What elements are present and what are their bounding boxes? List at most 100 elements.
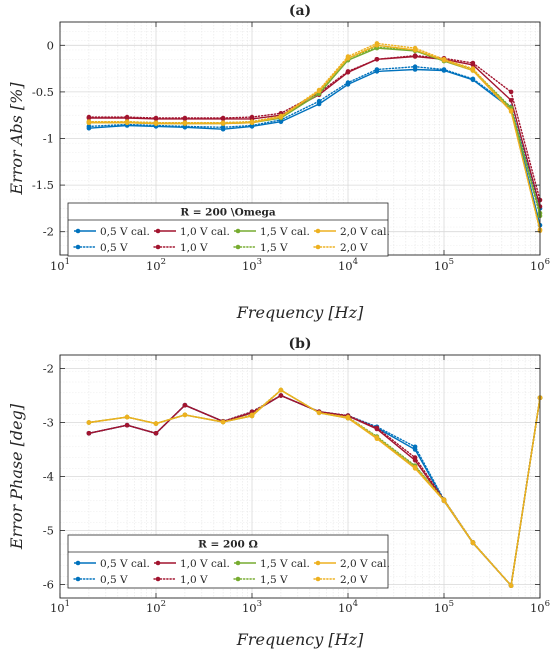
data-point (220, 419, 226, 425)
legend-swatch-marker (235, 576, 241, 582)
data-point (182, 412, 188, 418)
legend-item: 1,5 V cal. (234, 558, 310, 570)
legend-label: 0,5 V (100, 574, 128, 586)
y-tick-label: -0.5 (32, 85, 54, 99)
data-point (153, 421, 159, 426)
data-point (316, 410, 322, 416)
legend-item: 1,0 V (153, 574, 208, 586)
series-line (88, 54, 541, 201)
data-point (412, 45, 418, 51)
legend-label: 1,0 V (180, 242, 208, 254)
y-tick-label: -1.5 (32, 178, 54, 192)
legend-item: 2,0 V (313, 574, 368, 586)
data-point (86, 124, 92, 129)
legend-swatch-marker (315, 576, 321, 582)
legend-swatch-marker (315, 244, 321, 250)
legend-item: 1,5 V cal. (234, 226, 310, 238)
data-point (278, 387, 284, 393)
data-point (441, 67, 447, 72)
legend-swatch-marker (75, 244, 81, 250)
data-point (316, 98, 322, 104)
legend-label: 1,0 V cal. (180, 558, 230, 570)
legend-label: 1,0 V cal. (180, 226, 230, 238)
x-tick-exponent: 5 (449, 257, 454, 267)
legend-label: 2,0 V cal. (340, 226, 390, 238)
data-point (441, 57, 447, 62)
y-axis-label: Error Phase [deg] (7, 403, 26, 550)
x-tick-label: 101 (50, 599, 70, 615)
x-tick-label: 106 (530, 599, 550, 615)
x-tick-label: 103 (242, 257, 262, 273)
legend-label: 1,5 V (260, 242, 288, 254)
legend-item: 0,5 V (73, 574, 128, 586)
x-tick-base: 10 (434, 259, 449, 273)
legend-item: 0,5 V (73, 242, 128, 254)
legend-item: 2,0 V cal. (314, 558, 390, 570)
chart-panel-a: 101 102 103 104 105 1060-0.5-1-1.5-2(a)Freque… (7, 3, 550, 322)
legend-item: 1,0 V (153, 242, 208, 254)
legend-item: 2,0 V (313, 242, 368, 254)
x-tick-label: 102 (146, 257, 166, 273)
legend-item: 1,5 V (233, 574, 288, 586)
data-point (470, 540, 476, 545)
data-point (182, 115, 188, 121)
data-point (182, 402, 188, 408)
x-tick-label: 106 (530, 257, 550, 273)
y-tick-label: 0 (47, 38, 54, 52)
chart-panel-b: 101 102 103 104 105 106-2-3-4-5-6(b)Frequency… (7, 336, 550, 649)
legend-label: 1,5 V (260, 574, 288, 586)
series-group (86, 387, 543, 588)
legend-label: 0,5 V cal. (100, 558, 150, 570)
series-group (86, 41, 543, 234)
x-tick-label: 102 (146, 599, 166, 615)
legend-label: 2,0 V cal. (340, 558, 390, 570)
legend-swatch-marker (315, 560, 321, 566)
legend-swatch-marker (75, 560, 81, 566)
data-point (412, 465, 418, 470)
x-axis-label: Frequency [Hz] (236, 303, 364, 322)
chart-title: (a) (289, 3, 311, 19)
x-axis-label: Frequency [Hz] (236, 630, 364, 649)
legend-label: 1,5 V cal. (260, 558, 310, 570)
data-point (508, 89, 514, 95)
data-point (249, 114, 255, 120)
x-tick-exponent: 3 (257, 257, 262, 267)
data-point (249, 409, 255, 415)
data-point (374, 425, 380, 431)
legend-label: 1,5 V cal. (260, 226, 310, 238)
x-tick-exponent: 6 (545, 599, 550, 609)
x-tick-exponent: 1 (65, 599, 70, 609)
data-point (249, 119, 255, 124)
legend-label: 0,5 V (100, 242, 128, 254)
legend-item: 1,5 V (233, 242, 288, 254)
data-point (508, 98, 514, 103)
x-tick-label: 105 (434, 257, 454, 273)
data-point (124, 119, 130, 124)
x-tick-label: 101 (50, 257, 70, 273)
data-point (153, 120, 159, 125)
legend: R = 200 \Omega 0,5 V cal. 1,0 V cal. 1,5 V … (67, 202, 390, 257)
legend-swatch-marker (75, 228, 81, 234)
legend-swatch-marker (235, 244, 241, 250)
data-point (345, 54, 351, 59)
data-point (412, 444, 418, 450)
series-2-0-v-meas (86, 387, 543, 588)
data-point (412, 53, 418, 58)
data-point (153, 115, 159, 121)
data-point (412, 64, 418, 69)
series-line (88, 42, 541, 232)
data-point (220, 115, 226, 121)
data-point (412, 455, 418, 460)
data-point (374, 57, 380, 62)
legend-label: 1,0 V (180, 574, 208, 586)
legend-item: 0,5 V cal. (74, 558, 150, 570)
x-tick-base: 10 (530, 601, 545, 615)
x-tick-label: 104 (338, 257, 358, 273)
legend-title: R = 200 \Omega (180, 207, 276, 219)
x-tick-label: 103 (242, 599, 262, 615)
data-point (374, 435, 380, 440)
legend-swatch-marker (315, 228, 321, 234)
data-point (124, 414, 130, 420)
x-tick-exponent: 3 (257, 599, 262, 609)
x-tick-base: 10 (50, 259, 65, 273)
